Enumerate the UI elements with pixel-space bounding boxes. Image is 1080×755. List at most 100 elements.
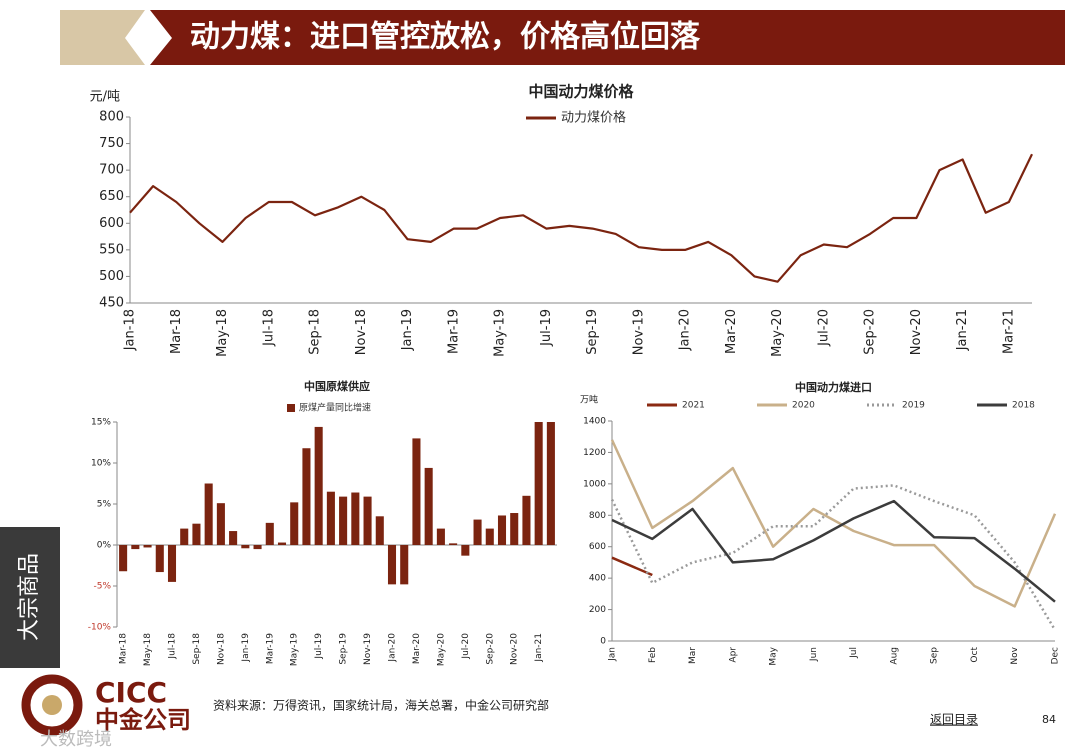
x-tick-label: Nov-18 (354, 309, 369, 355)
x-tick-label: Apr (728, 647, 738, 663)
x-tick-label: Nov-20 (909, 309, 924, 355)
y-tick-label: 600 (589, 542, 606, 552)
back-link[interactable]: 返回目录 (930, 713, 978, 727)
chart-title: 中国动力煤价格 (528, 83, 634, 101)
y-tick-label: 400 (589, 574, 606, 584)
bar (522, 495, 531, 545)
bar (277, 542, 287, 545)
x-tick-label: Jul-18 (261, 309, 276, 347)
x-tick-label: Sep-19 (585, 309, 600, 355)
y-tick-label: 700 (99, 163, 124, 178)
y-axis-label: 元/吨 (90, 90, 120, 105)
x-tick-label: May-19 (290, 633, 300, 666)
bar (351, 492, 360, 545)
x-tick-label: May-20 (436, 633, 446, 666)
x-tick-label: Sep-20 (485, 633, 495, 665)
chart-title: 中国原煤供应 (304, 379, 370, 393)
y-tick-label: 0% (97, 541, 112, 551)
logo-en: CICC (95, 676, 167, 709)
chart-title: 中国动力煤进口 (795, 380, 872, 394)
x-tick-label: Nov-19 (363, 633, 373, 665)
x-tick-label: Sep (930, 647, 940, 664)
legend-label: 2019 (902, 401, 925, 411)
bar (119, 545, 128, 572)
x-tick-label: Mar (688, 647, 698, 664)
x-tick-label: Mar-20 (724, 309, 739, 354)
logo-ring (21, 674, 83, 736)
bar (449, 543, 458, 545)
line-series (610, 484, 1057, 631)
x-tick-label: Mar-20 (412, 633, 422, 664)
bar (290, 502, 299, 545)
header-accent (60, 10, 145, 65)
y-tick-label: 200 (589, 605, 606, 615)
x-tick-label: May-20 (770, 309, 785, 357)
y-tick-label: -10% (88, 623, 112, 633)
bar (339, 496, 348, 545)
legend-label: 2018 (1012, 401, 1035, 411)
bar (314, 426, 323, 545)
bar (253, 545, 262, 550)
bar (387, 545, 397, 585)
bar (204, 483, 213, 545)
bar (143, 545, 152, 548)
x-tick-label: Dec (1051, 647, 1061, 664)
x-tick-label: Mar-18 (169, 309, 184, 354)
y-tick-label: -5% (93, 582, 111, 592)
x-tick-label: May-18 (143, 633, 153, 666)
watermark: 大数跨境 (40, 729, 112, 750)
bar (265, 522, 274, 545)
x-tick-label: Jan (608, 647, 618, 662)
bar (497, 515, 507, 545)
x-tick-label: Jul-19 (539, 309, 554, 347)
x-tick-label: Jan-20 (388, 633, 398, 663)
y-tick-label: 10% (91, 459, 111, 469)
x-tick-label: Nov-20 (510, 633, 520, 665)
line-series (611, 499, 1056, 603)
bar (412, 438, 421, 545)
bar (167, 545, 177, 582)
x-tick-label: Aug (889, 647, 899, 665)
bar (155, 545, 164, 573)
line-series (611, 556, 653, 577)
x-tick-label: Jul (849, 647, 859, 659)
x-tick-label: Jul-18 (168, 633, 178, 660)
bar (180, 528, 189, 545)
y-tick-label: 550 (99, 242, 124, 257)
x-tick-label: Mar-21 (1001, 309, 1016, 354)
y-tick-label: 1000 (583, 479, 606, 489)
x-tick-label: Mar-19 (265, 633, 275, 664)
logo-cn: 中金公司 (95, 706, 191, 734)
bar (375, 516, 384, 545)
x-tick-label: Sep-19 (339, 633, 349, 665)
side-tab (0, 527, 60, 668)
y-tick-label: 450 (99, 296, 124, 311)
logo-dot (42, 695, 62, 715)
legend-label: 动力煤价格 (561, 110, 626, 126)
y-tick-label: 800 (589, 511, 606, 521)
x-tick-label: Jan-18 (123, 309, 138, 351)
y-tick-label: 600 (99, 216, 124, 231)
x-tick-label: May-18 (215, 309, 230, 357)
x-tick-label: May (769, 646, 779, 665)
bar (424, 467, 433, 545)
y-tick-label: 750 (99, 136, 124, 151)
bar (131, 545, 140, 550)
x-tick-label: Jan-21 (955, 309, 970, 351)
y-tick-label: 1200 (583, 448, 606, 458)
y-tick-label: 5% (97, 500, 112, 510)
line-series (610, 439, 1057, 608)
x-tick-label: Jan-21 (534, 633, 544, 663)
bar (363, 496, 372, 545)
x-tick-label: Nov (1010, 646, 1020, 664)
y-axis-label: 万吨 (580, 394, 598, 406)
x-tick-label: Sep-20 (863, 309, 878, 355)
bar (461, 545, 470, 556)
bar (546, 422, 555, 545)
bar (241, 545, 250, 549)
bar (216, 503, 225, 545)
y-tick-label: 800 (99, 110, 124, 125)
bar (326, 491, 335, 545)
x-tick-label: Mar-18 (119, 633, 129, 664)
